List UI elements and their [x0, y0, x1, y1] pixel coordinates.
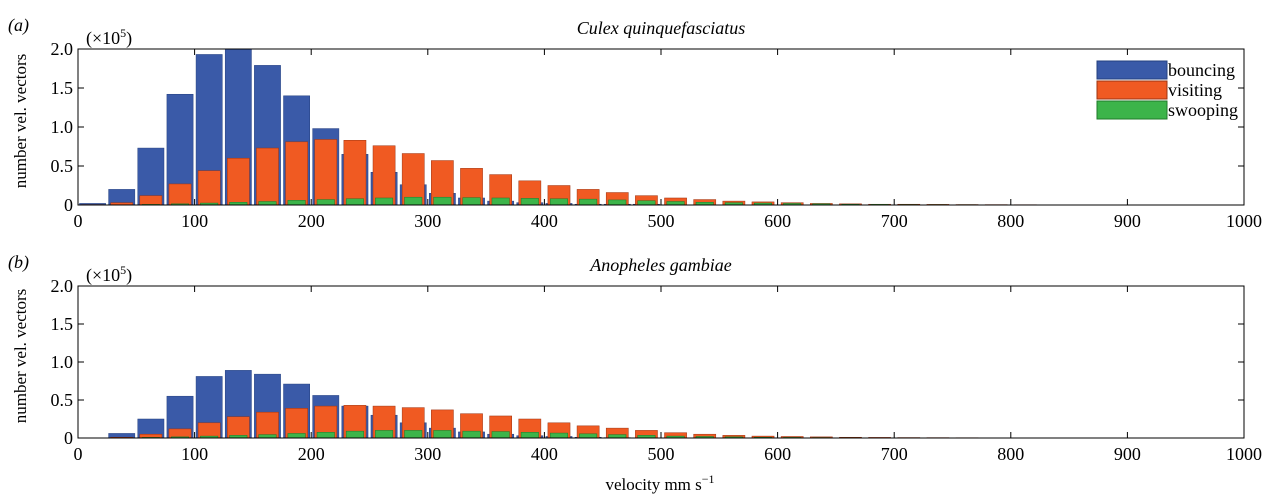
swooping-bar [491, 431, 510, 439]
swooping-bar [666, 201, 685, 206]
swooping-bar [258, 201, 277, 206]
visiting-bar [372, 145, 396, 206]
y-tick-label: 1.0 [51, 352, 74, 372]
y-tick-label: 1.5 [51, 314, 74, 334]
y-tick-label: 1.5 [51, 78, 74, 98]
visiting-bar [343, 140, 367, 206]
swooping-bar [608, 434, 627, 439]
y-tick-label: 1.0 [51, 117, 74, 137]
y-scale-factor: (×105) [86, 26, 132, 49]
visiting-bar [226, 416, 250, 439]
legend-label-bouncing: bouncing [1168, 60, 1235, 80]
swooping-bar [258, 434, 277, 439]
x-tick-label: 1000 [1226, 211, 1262, 231]
swooping-bar [608, 199, 627, 206]
y-axis-label: number vel. vectors [11, 54, 30, 189]
chart-title: Culex quinquefasciatus [577, 18, 745, 38]
swooping-bar [316, 199, 335, 206]
swooping-bar [345, 198, 364, 206]
visiting-bar [197, 422, 221, 439]
panel-b: 0 100 200 300 400 500 600 700 800 900 1000 0 0.5 1.0 1… [8, 252, 1262, 464]
visiting-bar [285, 141, 308, 206]
x-tick-label: 700 [881, 211, 908, 231]
swooping-bar [433, 196, 452, 206]
swooping-bar [579, 198, 598, 206]
swooping-bar [316, 432, 335, 439]
x-axis-label: velocity mm s−1 [605, 472, 714, 494]
y-tick-label: 0 [64, 195, 73, 215]
swooping-bar [375, 430, 394, 439]
y-scale-factor: (×105) [86, 263, 132, 286]
swooping-bar [433, 430, 452, 439]
swooping-bar [549, 198, 568, 206]
legend-swatch-swooping [1096, 100, 1168, 120]
x-tick-label: 800 [997, 211, 1024, 231]
legend-swatch-bouncing [1096, 60, 1168, 80]
y-tick-label: 2.0 [51, 276, 74, 296]
visiting-bar [226, 157, 250, 206]
swooping-bar [404, 430, 423, 439]
x-tick-label: 0 [74, 211, 83, 231]
y-tick-label: 0.5 [51, 156, 74, 176]
swooping-bar [579, 433, 598, 439]
y-axis-label: number vel. vectors [11, 289, 30, 424]
x-tick-label: 500 [648, 211, 675, 231]
visiting-bar [168, 183, 192, 206]
bars [79, 48, 1241, 206]
swooping-bar [462, 197, 481, 206]
x-tick-label: 300 [414, 211, 441, 231]
y-tick-label: 2.0 [51, 39, 74, 59]
x-tick-label: 400 [531, 211, 558, 231]
swooping-bar [549, 432, 568, 439]
x-tick-label: 800 [997, 444, 1024, 464]
y-tick-label: 0 [64, 428, 73, 448]
x-tick-label: 600 [764, 444, 791, 464]
swooping-bar [404, 196, 423, 206]
x-tick-label: 400 [531, 444, 558, 464]
x-tick-label: 1000 [1226, 444, 1262, 464]
x-tick-label: 100 [181, 211, 208, 231]
bars [108, 370, 1183, 439]
swooping-bar [287, 200, 306, 206]
panel-label: (a) [8, 15, 29, 36]
legend-label-visiting: visiting [1168, 80, 1222, 100]
x-tick-label: 700 [881, 444, 908, 464]
visiting-bar [256, 147, 279, 206]
panel-a: 0 100 200 300 400 500 600 700 800 900 1000 0 0.5 1.0 1… [8, 15, 1262, 231]
swooping-bar [520, 432, 539, 439]
legend-swatch-visiting [1096, 80, 1168, 100]
x-tick-label: 200 [298, 444, 325, 464]
chart-title: Anopheles gambiae [589, 255, 731, 275]
x-tick-label: 500 [648, 444, 675, 464]
swooping-bar [287, 433, 306, 439]
x-tick-label: 900 [1114, 211, 1141, 231]
visiting-bar [197, 170, 221, 206]
x-tick-label: 0 [74, 444, 83, 464]
swooping-bar [491, 197, 510, 206]
legend-label-swooping: swooping [1168, 100, 1238, 120]
swooping-bar [375, 197, 394, 206]
panel-label: (b) [8, 252, 29, 273]
axes-frame [77, 285, 1245, 439]
visiting-bar [139, 195, 163, 206]
swooping-bar [520, 198, 539, 206]
x-tick-label: 200 [298, 211, 325, 231]
x-tick-label: 100 [181, 444, 208, 464]
x-tick-label: 600 [764, 211, 791, 231]
swooping-bar [462, 430, 481, 439]
y-tick-label: 0.5 [51, 390, 74, 410]
swooping-bar [345, 430, 364, 439]
x-tick-label: 900 [1114, 444, 1141, 464]
swooping-bar [637, 200, 656, 206]
visiting-bar [314, 139, 338, 206]
x-tick-label: 300 [414, 444, 441, 464]
visiting-bar [256, 411, 279, 439]
axes-frame [77, 48, 1245, 206]
